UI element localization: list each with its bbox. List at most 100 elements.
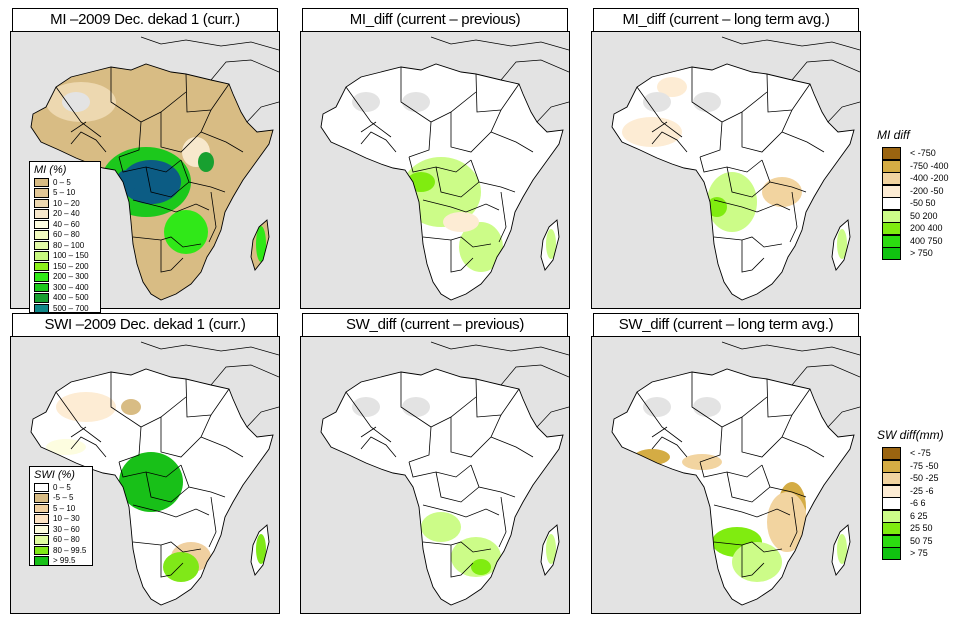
value-region (121, 399, 141, 415)
value-region (164, 210, 208, 254)
legend-item: 6 25 (882, 509, 944, 523)
country-border (345, 391, 392, 443)
legend-item: 80 – 99.5 (30, 545, 92, 556)
legend-label: 100 – 150 (53, 251, 89, 261)
legend-label: 50 75 (910, 535, 933, 546)
country-border (118, 426, 142, 463)
country-border (450, 545, 474, 578)
country-border (713, 236, 783, 248)
legend-item: -75 -50 (882, 459, 944, 473)
coast-outline (30, 63, 274, 301)
legend-item: 25 50 (882, 522, 944, 536)
country-border (636, 391, 683, 443)
legend-item: 60 – 80 (30, 230, 100, 241)
legend-swatch (882, 172, 901, 186)
country-border (781, 131, 825, 153)
country-border (180, 464, 226, 498)
legend-label: 60 – 80 (53, 230, 80, 240)
africa-landmass (321, 369, 563, 605)
legend-label: 150 – 200 (53, 261, 89, 271)
value-region (643, 397, 671, 417)
legend-item: > 99.5 (30, 556, 92, 567)
legend-item: -50 -25 (882, 472, 944, 486)
legend-swatch (34, 251, 49, 261)
country-border (55, 391, 102, 443)
legend-label: 10 – 30 (53, 514, 80, 524)
country-border (145, 166, 190, 198)
legend-label: 25 50 (910, 523, 933, 534)
value-region (693, 397, 721, 417)
country-border (490, 436, 534, 458)
value-region (121, 160, 181, 204)
legend-label: -6 6 (910, 498, 926, 509)
panel-title: SW_diff (current – previous) (302, 313, 568, 336)
legend-label: 500 – 700 (53, 303, 89, 313)
legend-item: -200 -50 (882, 184, 949, 198)
legend-swatch (882, 197, 901, 211)
legend-swatch (882, 209, 901, 223)
legend-label: 80 – 99.5 (53, 545, 87, 555)
value-region (707, 172, 757, 232)
legend-sw-diff: SW diff(mm) < -75 -75 -50 -50 -25 -25 -6 -6 … (877, 428, 944, 561)
country-border (741, 240, 765, 273)
country-border (200, 131, 244, 153)
country-border (789, 496, 798, 548)
country-border (118, 121, 142, 158)
value-region (707, 197, 727, 217)
country-border (208, 496, 217, 548)
legend-mi-diff: MI diff < -750 -750 -400 -400 -200 -200 -50… (877, 128, 949, 261)
legend-title: SWI (%) (34, 469, 75, 481)
legend-swatch (34, 272, 49, 282)
legend-item: -400 -200 (882, 172, 949, 186)
legend-item: 500 – 700 (30, 303, 100, 314)
country-border (180, 159, 226, 193)
country-border (475, 73, 520, 113)
legend-swatch (882, 497, 901, 511)
country-border (160, 414, 212, 458)
legend-swatch (34, 282, 49, 292)
country-border (741, 414, 793, 458)
coastline (430, 36, 569, 123)
country-border (408, 121, 432, 158)
country-border (160, 545, 184, 578)
country-border (422, 236, 492, 248)
legend-label: > 99.5 (53, 556, 76, 566)
legend-swatch (34, 493, 49, 503)
coast-outline (540, 219, 560, 271)
legend-swatch (34, 261, 49, 271)
country-border (713, 504, 791, 518)
country-border (761, 464, 807, 498)
legend-item: < -750 (882, 147, 949, 161)
legend-swatch (34, 219, 49, 229)
country-border (132, 541, 202, 553)
value-region (46, 439, 86, 455)
country-border (160, 240, 184, 273)
value-region (732, 542, 782, 582)
legend-label: 400 – 500 (53, 293, 89, 303)
value-region (762, 177, 802, 207)
legend-swatch (882, 447, 901, 461)
country-border (422, 504, 500, 518)
value-region (443, 212, 479, 232)
value-region (421, 512, 461, 542)
map-mi-diff-longterm (591, 31, 861, 309)
legend-swatch (882, 509, 901, 523)
legend-item: 200 – 300 (30, 272, 100, 283)
value-region (459, 222, 503, 272)
country-border (345, 86, 392, 138)
country-border (408, 426, 432, 463)
legend-swatch (882, 184, 901, 198)
map-sw-diff-previous (300, 336, 570, 614)
country-border (498, 496, 507, 548)
legend-title: MI (%) (34, 164, 67, 176)
legend-label: 200 400 (910, 223, 943, 234)
country-border (450, 109, 502, 153)
panel-title: MI_diff (current – previous) (302, 8, 568, 31)
country-border (713, 541, 783, 553)
country-border (470, 159, 516, 193)
country-border (651, 131, 688, 153)
coastline (140, 341, 279, 428)
country-border (699, 121, 723, 158)
panel-title: SW_diff (current – long term avg.) (593, 313, 859, 336)
legend-swatch (34, 177, 49, 187)
